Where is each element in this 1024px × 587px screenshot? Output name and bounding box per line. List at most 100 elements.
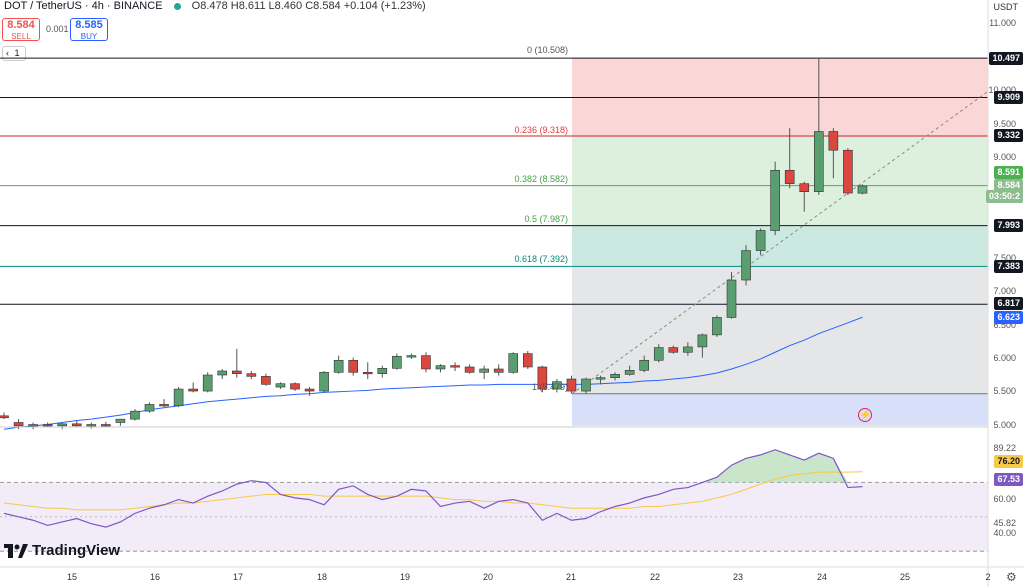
indicators-collapse-button[interactable]: ‹ 1 [2, 46, 26, 61]
live-dot-icon [173, 2, 181, 10]
candle-body [188, 388, 198, 392]
candle-body [115, 418, 126, 423]
candle-body [173, 388, 184, 407]
fib-zone-0618-1 [572, 265, 988, 394]
candle [770, 161, 780, 236]
candle-body [581, 378, 591, 392]
price-tag: 8.584 [994, 179, 1023, 192]
candle-body [610, 374, 620, 378]
price-tag: 7.383 [994, 260, 1023, 273]
alert-icon[interactable]: ⚡ [858, 408, 872, 422]
logo-text: TradingView [32, 542, 121, 559]
fib-trendline [571, 90, 989, 395]
candle [130, 409, 140, 421]
indicator-count: 1 [14, 48, 20, 58]
symbol-title[interactable]: DOT / TetherUS · 4h · BINANCE [4, 0, 163, 12]
candle-body [697, 334, 708, 348]
candle-body [348, 359, 359, 373]
candle-body [639, 359, 650, 371]
candle [392, 353, 402, 370]
candle [799, 181, 810, 212]
candle-body [86, 424, 97, 427]
candle-body [450, 365, 460, 368]
candles [0, 58, 868, 430]
candle [71, 420, 82, 428]
candle [101, 421, 111, 427]
candle-body [770, 169, 780, 231]
candle [537, 365, 548, 393]
fib-label: 0.382 (8.582) [514, 174, 568, 185]
rsi-ma-line [3, 471, 863, 511]
candle-body [479, 368, 489, 373]
candle [348, 357, 359, 376]
candle-body [130, 410, 140, 420]
time-tick: 23 [732, 572, 744, 582]
rsi-band [0, 482, 988, 552]
candle-body [843, 149, 853, 194]
candle [202, 372, 213, 393]
candle-body [333, 359, 344, 373]
price-tick: 9.500 [993, 118, 1016, 129]
candle [581, 377, 591, 394]
time-tick: 16 [149, 572, 161, 582]
time-tick: 2 [985, 572, 991, 582]
candle [159, 399, 169, 408]
fib-zone-0236-05 [572, 136, 988, 227]
fib-label: 0.236 (9.318) [514, 124, 568, 135]
rsi-tick: 40.00 [993, 528, 1016, 538]
settings-icon[interactable]: ⚙ [1006, 570, 1017, 584]
candle [552, 379, 562, 393]
spread-value: 0.001 [46, 24, 69, 34]
price-tick: 11.000 [989, 18, 1016, 29]
candle [217, 368, 228, 380]
candle-body [319, 372, 329, 392]
trendline [571, 90, 989, 395]
rsi-tick: 89.22 [993, 443, 1016, 454]
candle [741, 245, 751, 286]
candle [508, 352, 519, 374]
candle-body [377, 368, 388, 374]
candle [173, 387, 184, 408]
candle-body [712, 317, 722, 336]
sell-label: SELL [11, 32, 31, 41]
candle-body [464, 366, 475, 373]
price-tick: 5.000 [993, 419, 1016, 430]
candle [726, 271, 737, 319]
candle [57, 422, 68, 430]
horizontal-lines [0, 57, 988, 395]
candle-body [304, 388, 315, 392]
candle-body [624, 370, 635, 375]
candle [406, 353, 417, 359]
candle [639, 355, 650, 373]
sell-button[interactable]: 8.584 SELL [2, 18, 40, 41]
candle [668, 345, 679, 354]
candle [450, 362, 460, 371]
candle-body [217, 370, 228, 376]
rsi-tick: 60.00 [993, 493, 1016, 504]
candle [610, 372, 620, 381]
candle [377, 365, 388, 378]
candle-body [435, 365, 446, 370]
candle-body [857, 185, 868, 194]
candle [784, 128, 795, 189]
price-tag: 76.20 [994, 455, 1023, 468]
candle [115, 418, 126, 426]
candle [232, 348, 242, 378]
candle [13, 419, 24, 430]
candle [566, 375, 577, 394]
candle [755, 228, 766, 256]
price-tag: 03:50:2 [985, 190, 1023, 203]
time-tick: 24 [816, 572, 828, 582]
candle [828, 128, 839, 179]
price-tag: 6.817 [994, 297, 1023, 310]
candle [0, 412, 9, 420]
price-tick: 7.000 [993, 286, 1016, 297]
candle-body [813, 131, 824, 193]
price-tag: 7.993 [994, 219, 1023, 232]
time-tick: 21 [565, 572, 577, 582]
buy-button[interactable]: 8.585 BUY [70, 18, 108, 41]
candle [813, 58, 824, 196]
candle-body [28, 424, 38, 427]
